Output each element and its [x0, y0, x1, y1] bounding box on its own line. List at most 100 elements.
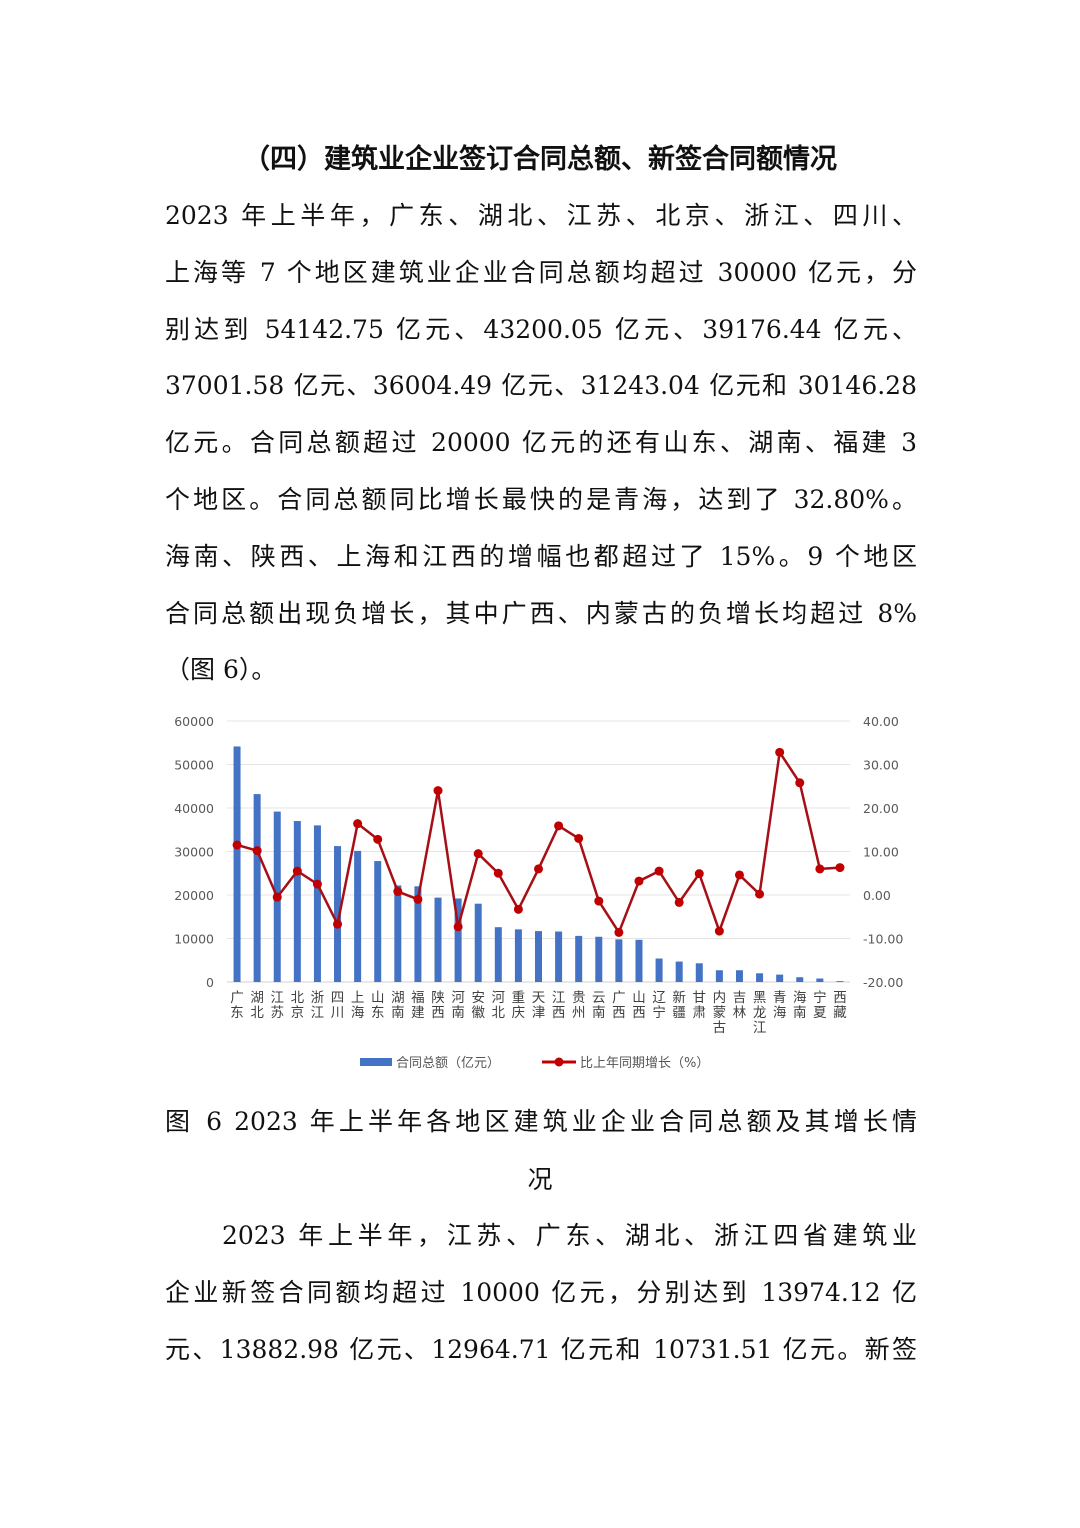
- category-label-char: 黑: [753, 990, 767, 1006]
- bar-上海: [354, 850, 362, 982]
- growth-point-湖南: [393, 887, 403, 897]
- text-line: 37001.58 亿元、36004.49 亿元、31243.04 亿元和 301…: [165, 371, 917, 400]
- category-label-char: 北: [291, 990, 305, 1006]
- left-axis-tick-label: 60000: [174, 714, 214, 729]
- growth-point-河南: [453, 922, 463, 932]
- category-label-char: 藏: [833, 1005, 847, 1021]
- category-label: 甘肃: [693, 990, 707, 1021]
- growth-point-新疆: [674, 897, 684, 907]
- category-label-char: 河: [451, 990, 465, 1006]
- category-label-char: 湖: [250, 990, 264, 1006]
- bar-山东: [374, 861, 382, 982]
- text-line: 别达到 54142.75 亿元、43200.05 亿元、39176.44 亿元、: [165, 315, 917, 344]
- growth-point-海南: [795, 778, 805, 788]
- legend-line-marker: [554, 1057, 564, 1067]
- category-label-char: 辽: [652, 990, 666, 1006]
- category-label-char: 西: [632, 1005, 646, 1021]
- legend-line-label: 比上年同期增长（%）: [580, 1056, 709, 1071]
- category-label: 湖北: [250, 990, 264, 1021]
- growth-point-云南: [594, 896, 604, 906]
- category-label: 贵州: [572, 990, 586, 1021]
- growth-point-福建: [413, 894, 423, 904]
- category-label: 河南: [451, 990, 465, 1021]
- category-label: 宁夏: [813, 989, 827, 1021]
- growth-point-江苏: [272, 892, 282, 902]
- category-label: 广西: [612, 990, 626, 1021]
- category-label-char: 吉: [733, 990, 747, 1006]
- bar-甘肃: [695, 963, 703, 982]
- category-label-char: 青: [773, 990, 787, 1006]
- bar-西藏: [836, 981, 844, 982]
- text-line: 图 6 2023 年上半年各地区建筑业企业合同总额及其增长情: [165, 1107, 917, 1136]
- category-label: 云南: [592, 990, 606, 1021]
- category-label-char: 林: [733, 1005, 747, 1021]
- category-label: 辽宁: [652, 990, 666, 1021]
- category-label: 陕西: [431, 990, 445, 1021]
- category-label: 青海: [773, 990, 787, 1021]
- category-label-char: 海: [793, 990, 807, 1006]
- bar-四川: [334, 846, 342, 982]
- growth-point-西藏: [835, 863, 845, 873]
- bar-广东: [233, 746, 241, 982]
- category-label-char: 庆: [512, 1005, 525, 1021]
- growth-point-浙江: [312, 879, 322, 889]
- text-line: 个地区。合同总额同比增长最快的是青海，达到了 32.80%。: [165, 485, 917, 514]
- growth-point-陕西: [433, 786, 443, 796]
- growth-point-内蒙古: [714, 926, 724, 936]
- category-label-char: 广: [612, 990, 626, 1006]
- category-label-char: 江: [311, 1005, 325, 1021]
- category-label-char: 南: [391, 1005, 405, 1021]
- category-label-char: 疆: [672, 1005, 686, 1021]
- growth-point-青海: [775, 747, 785, 757]
- category-label-char: 湖: [391, 990, 405, 1006]
- category-label-char: 古: [713, 1020, 727, 1036]
- category-label: 西藏: [833, 990, 847, 1021]
- bar-吉林: [735, 970, 743, 982]
- right-axis-tick-label: 40.00: [863, 714, 899, 729]
- bar-黑龙江: [756, 973, 764, 982]
- growth-point-四川: [333, 919, 343, 929]
- category-label: 北京: [291, 990, 305, 1021]
- bar-湖南: [394, 885, 402, 982]
- category-label-char: 江: [753, 1020, 767, 1036]
- legend: 合同总额（亿元） 比上年同期增长（%）: [360, 1056, 709, 1071]
- category-label: 天津: [532, 990, 546, 1021]
- category-label: 四川: [331, 990, 345, 1021]
- bar-山西: [635, 939, 643, 982]
- bar-新疆: [675, 961, 683, 982]
- text-line: 海南、陕西、上海和江西的增幅也都超过了 15%。9 个地区: [165, 542, 917, 571]
- text-line: 2023 年上半年，广东、湖北、江苏、北京、浙江、四川、: [165, 201, 917, 230]
- category-label-char: 西: [612, 1005, 626, 1021]
- growth-point-上海: [353, 819, 363, 829]
- category-label-char: 山: [632, 990, 646, 1006]
- growth-point-贵州: [574, 833, 584, 843]
- category-label: 江苏: [270, 990, 284, 1021]
- section-title: （四）建筑业企业签订合同总额、新签合同额情况: [243, 144, 837, 175]
- growth-point-北京: [292, 866, 302, 876]
- category-label-char: 蒙: [713, 1005, 727, 1021]
- left-axis-tick-label: 40000: [174, 801, 214, 816]
- growth-point-甘肃: [694, 869, 704, 879]
- text-line: 合同总额出现负增长，其中广西、内蒙古的负增长均超过 8%: [165, 599, 917, 628]
- right-axis-tick-label: -20.00: [863, 975, 903, 990]
- category-label: 福建: [411, 990, 425, 1021]
- bar-北京: [293, 821, 301, 982]
- category-label-char: 新: [672, 990, 686, 1006]
- category-label-char: 徽: [471, 1005, 485, 1021]
- category-label-char: 甘: [693, 990, 707, 1006]
- right-axis-tick-label: 30.00: [863, 758, 899, 773]
- category-label: 山西: [632, 990, 646, 1021]
- category-label: 黑龙江: [753, 990, 767, 1036]
- category-label-char: 广: [230, 990, 244, 1006]
- growth-point-广西: [614, 927, 624, 937]
- left-axis-tick-label: 0: [206, 975, 214, 990]
- bar-陕西: [434, 897, 442, 982]
- category-label-char: 南: [592, 1005, 606, 1021]
- right-axis-tick-label: 0.00: [863, 888, 891, 903]
- growth-point-重庆: [513, 904, 523, 914]
- category-label-char: 宁: [813, 989, 827, 1006]
- bar-云南: [595, 936, 603, 982]
- bar-内蒙古: [715, 970, 723, 982]
- bar-天津: [535, 931, 542, 982]
- category-label-char: 西: [431, 1005, 445, 1021]
